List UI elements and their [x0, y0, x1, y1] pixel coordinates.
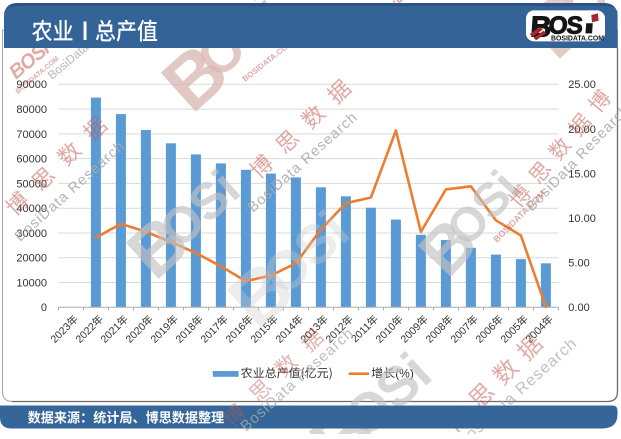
svg-text:5.00: 5.00	[568, 258, 589, 270]
svg-text:(%): (%)	[395, 366, 414, 380]
svg-text:10.00: 10.00	[568, 213, 596, 225]
svg-text:OS: OS	[548, 13, 584, 40]
svg-text:80000: 80000	[16, 104, 47, 116]
svg-text:60000: 60000	[16, 154, 47, 166]
svg-text:15.00: 15.00	[568, 168, 596, 180]
svg-text:30000: 30000	[16, 228, 47, 240]
svg-text:0: 0	[41, 302, 47, 314]
svg-text:BOSIDATA.COM: BOSIDATA.COM	[551, 35, 604, 42]
svg-text:0.00: 0.00	[568, 302, 589, 314]
svg-text:40000: 40000	[16, 203, 47, 215]
svg-text:25.00: 25.00	[568, 79, 596, 91]
svg-text:90000: 90000	[16, 79, 47, 91]
svg-text:10000: 10000	[16, 277, 47, 289]
svg-text:20000: 20000	[16, 253, 47, 265]
svg-text:B: B	[529, 12, 551, 44]
svg-text:70000: 70000	[16, 129, 47, 141]
